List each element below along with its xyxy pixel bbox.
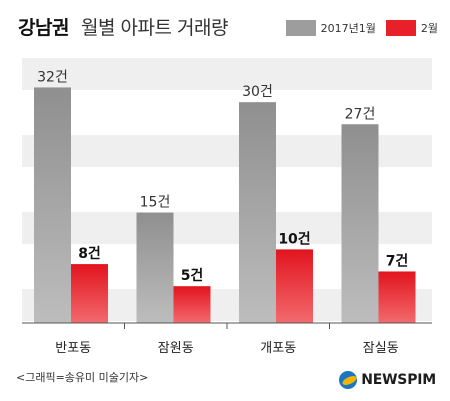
title-bold: 강남권 [18, 17, 69, 39]
bar-series2-개포동 [276, 249, 313, 323]
x-axis: 반포동 잠원동 개포동 잠실동 [22, 322, 432, 356]
source-credit: <그래픽=송유미 미술기자> [16, 371, 149, 384]
data-label-series2: 7건 [386, 252, 409, 269]
data-label-series2: 5건 [181, 267, 204, 284]
x-tick-label: 개포동 [260, 341, 296, 356]
brand-logo: NEWSPIM [339, 371, 436, 389]
data-label-series1: 30건 [242, 84, 273, 100]
data-label-series1: 15건 [140, 195, 171, 211]
legend-label-series1: 2017년1월 [320, 22, 376, 35]
legend-item-series1: 2017년1월 [285, 20, 376, 36]
bar-series1-개포동 [239, 102, 276, 324]
data-label-series1: 27건 [345, 106, 376, 122]
newspim-logo-icon [339, 371, 358, 389]
title-rest: 월별 아파트 거래량 [81, 17, 228, 39]
legend-swatch-series2 [385, 20, 416, 36]
bar-series2-잠원동 [173, 286, 211, 323]
bar-series2-잠실동 [378, 271, 416, 323]
bar-series1-반포동 [34, 87, 71, 323]
x-tick-label: 반포동 [55, 341, 91, 356]
data-label-series2: 10건 [278, 230, 310, 247]
bar-series2-반포동 [71, 264, 108, 323]
legend-item-series2: 2월 [385, 20, 438, 36]
bar-series1-잠원동 [136, 212, 174, 323]
brand-text: NEWSPIM [361, 372, 436, 388]
bars: 32건 8건 15건 5건 30건 10건 27건 7건 [34, 69, 416, 324]
x-tick-label: 잠실동 [363, 341, 399, 356]
legend-swatch-series1 [285, 20, 316, 36]
bar-series1-잠실동 [341, 124, 379, 323]
legend-label-series2: 2월 [420, 22, 438, 35]
data-label-series2: 8건 [78, 245, 101, 262]
chart-title: 강남권 월별 아파트 거래량 [18, 13, 228, 40]
x-tick-label: 잠원동 [158, 341, 194, 356]
data-label-series1: 32건 [37, 69, 68, 85]
grid-band [22, 58, 432, 90]
legend: 2017년1월 2월 [276, 20, 438, 36]
